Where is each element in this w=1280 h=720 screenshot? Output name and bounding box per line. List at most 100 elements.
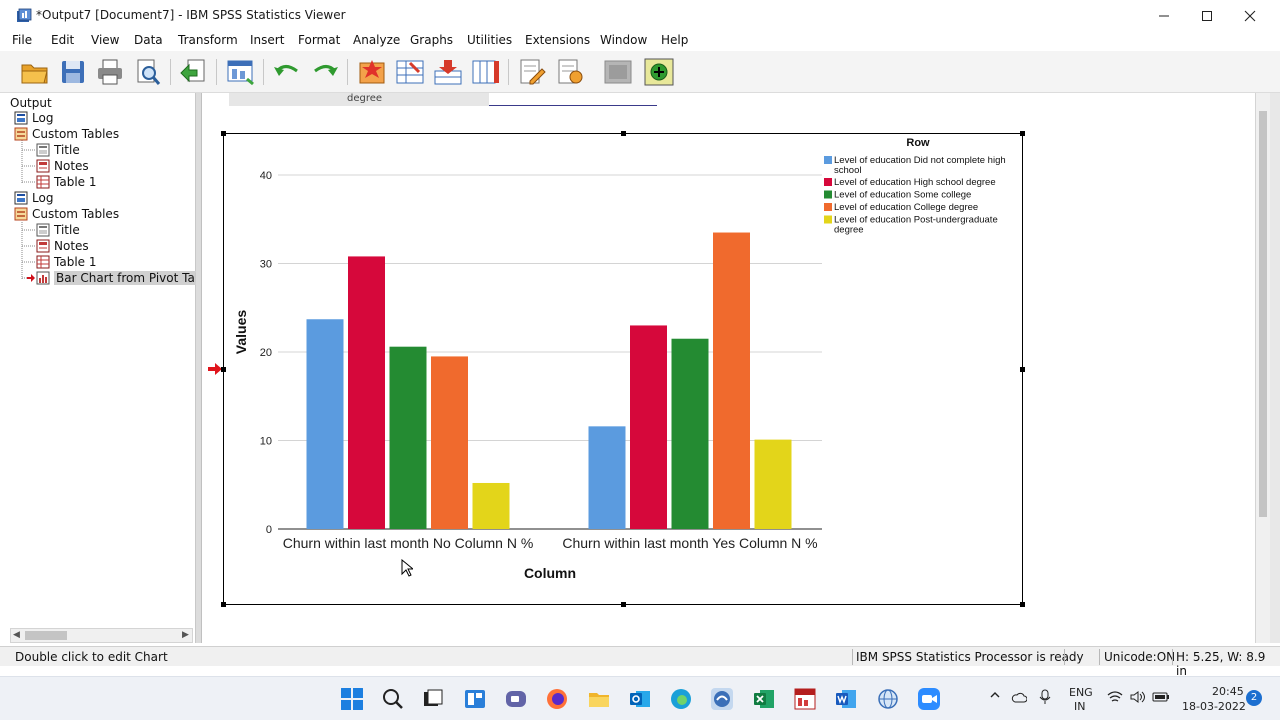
scroll-thumb[interactable] — [1259, 111, 1267, 517]
resize-handle[interactable] — [621, 131, 626, 136]
undo-icon[interactable] — [271, 57, 303, 87]
teams-chat-icon[interactable] — [504, 687, 528, 711]
menu-utilities[interactable]: Utilities — [467, 33, 513, 47]
current-item-marker-icon — [208, 363, 222, 375]
outline-item-table-1-b[interactable]: Table 1 — [36, 254, 96, 270]
word-icon[interactable] — [834, 687, 858, 711]
redo-icon[interactable] — [309, 57, 341, 87]
menu-window[interactable]: Window — [600, 33, 648, 47]
windows-start-icon[interactable] — [340, 687, 364, 711]
outline-item-title-1[interactable]: Title — [36, 142, 80, 158]
print-icon[interactable] — [94, 57, 126, 87]
file-explorer-icon[interactable] — [587, 687, 611, 711]
outline-item-notes-2[interactable]: Notes — [36, 238, 89, 254]
outline-item-log-1[interactable]: Log — [14, 110, 53, 126]
menu-graphs[interactable]: Graphs — [410, 33, 454, 47]
task-view-icon[interactable] — [421, 687, 445, 711]
print-preview-icon[interactable] — [132, 57, 164, 87]
resize-handle[interactable] — [1020, 131, 1025, 136]
volume-icon[interactable] — [1130, 690, 1146, 704]
resize-handle[interactable] — [221, 602, 226, 607]
insert-variables-icon[interactable] — [470, 57, 502, 87]
menu-extensions[interactable]: Extensions — [525, 33, 591, 47]
pane-splitter[interactable] — [196, 93, 201, 643]
insert-cases-icon[interactable] — [432, 57, 464, 87]
resize-handle[interactable] — [221, 131, 226, 136]
show-hidden-icons[interactable] — [989, 689, 1001, 704]
resize-handle[interactable] — [221, 367, 226, 372]
outline-horizontal-scrollbar[interactable]: ◀ ▶ — [10, 628, 193, 643]
language-primary[interactable]: ENG — [1069, 686, 1093, 699]
scroll-right-icon[interactable]: ▶ — [182, 630, 189, 640]
log-icon — [14, 191, 28, 205]
resize-handle[interactable] — [1020, 602, 1025, 607]
outline-item-custom-tables-2[interactable]: Custom Tables — [14, 206, 119, 222]
resize-handle[interactable] — [621, 602, 626, 607]
cloud-icon[interactable] — [1011, 691, 1027, 703]
menu-insert[interactable]: Insert — [250, 33, 285, 47]
status-processor: IBM SPSS Statistics Processor is ready — [856, 650, 1084, 664]
close-button[interactable] — [1228, 0, 1272, 31]
notes-icon — [36, 239, 50, 253]
legend-swatch — [824, 203, 832, 211]
close-icon — [1244, 10, 1256, 21]
menu-help[interactable]: Help — [661, 33, 689, 47]
search-icon[interactable] — [381, 687, 405, 711]
widgets-icon[interactable] — [463, 687, 487, 711]
outline-root[interactable]: Output — [10, 96, 52, 110]
open-icon[interactable] — [19, 57, 51, 87]
clock-date[interactable]: 18-03-2022 — [1182, 700, 1246, 713]
zoom-icon[interactable] — [917, 687, 941, 711]
outline-item-title-2[interactable]: Title — [36, 222, 80, 238]
edge-icon[interactable] — [669, 687, 693, 711]
disabled-icon[interactable] — [602, 57, 634, 87]
legend-label: Level of education Post-undergraduate — [834, 215, 998, 226]
outline-item-log-2[interactable]: Log — [14, 190, 53, 206]
menu-view[interactable]: View — [91, 33, 120, 47]
y-axis-title: Values — [233, 310, 249, 355]
legend-label: degree — [834, 225, 864, 236]
resize-handle[interactable] — [1020, 367, 1025, 372]
menu-analyze[interactable]: Analyze — [353, 33, 401, 47]
chart-icon — [36, 271, 50, 285]
outline-item-custom-tables-1[interactable]: Custom Tables — [14, 126, 119, 142]
outline-item-bar-chart[interactable]: Bar Chart from Pivot Table — [27, 270, 216, 286]
outline-item-notes-1[interactable]: Notes — [36, 158, 89, 174]
wifi-icon[interactable] — [1107, 690, 1123, 704]
goto-variable-icon[interactable] — [394, 57, 426, 87]
table-icon — [36, 175, 50, 189]
content-vertical-scrollbar[interactable] — [1255, 93, 1270, 643]
tables-icon — [14, 207, 28, 221]
microphone-icon[interactable] — [1039, 689, 1051, 705]
save-icon[interactable] — [57, 57, 89, 87]
clock-time[interactable]: 20:45 — [1212, 685, 1244, 698]
spss-statistics-icon[interactable] — [710, 687, 734, 711]
notification-badge[interactable]: 2 — [1246, 690, 1262, 706]
menu-file[interactable]: File — [12, 33, 33, 47]
bar-chart[interactable]: 0 10 20 30 40 Churn within last month No Colu… — [223, 133, 1023, 605]
export-icon[interactable] — [178, 57, 210, 87]
scroll-left-icon[interactable]: ◀ — [13, 630, 20, 640]
scroll-thumb[interactable] — [25, 631, 67, 640]
battery-icon[interactable] — [1152, 691, 1170, 703]
menu-edit[interactable]: Edit — [51, 33, 75, 47]
menu-data[interactable]: Data — [134, 33, 163, 47]
add-icon[interactable] — [643, 57, 675, 87]
maximize-button[interactable] — [1185, 0, 1229, 31]
excel-icon[interactable] — [752, 687, 776, 711]
menu-format[interactable]: Format — [298, 33, 341, 47]
bar — [754, 439, 792, 529]
language-secondary[interactable]: IN — [1074, 700, 1086, 713]
settings-globe-icon[interactable] — [876, 687, 900, 711]
firefox-icon[interactable] — [545, 687, 569, 711]
edit-icon[interactable] — [516, 57, 548, 87]
outline-item-table-1-a[interactable]: Table 1 — [36, 174, 96, 190]
goto-data-icon[interactable] — [225, 57, 257, 87]
script-icon[interactable] — [554, 57, 586, 87]
menu-transform[interactable]: Transform — [178, 33, 238, 47]
outlook-icon[interactable] — [628, 687, 652, 711]
goto-case-icon[interactable] — [356, 57, 388, 87]
spss-data-icon[interactable] — [793, 687, 817, 711]
minimize-button[interactable] — [1142, 0, 1186, 31]
legend-swatch — [824, 190, 832, 199]
